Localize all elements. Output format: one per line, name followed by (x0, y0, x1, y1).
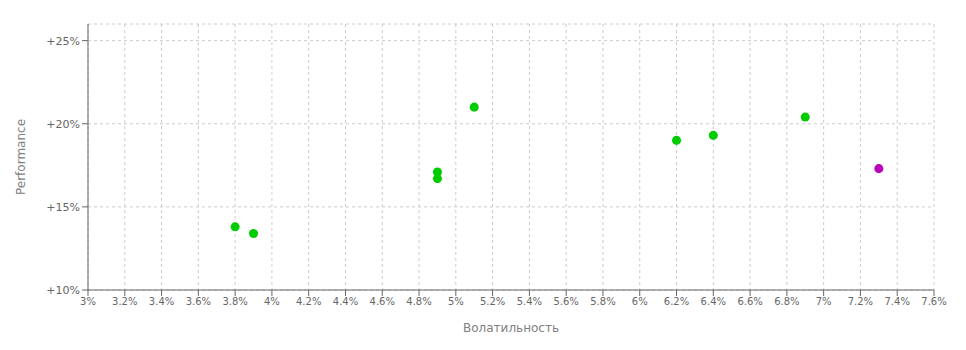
svg-text:5.2%: 5.2% (480, 296, 505, 307)
svg-text:7.4%: 7.4% (885, 296, 910, 307)
svg-text:6.2%: 6.2% (664, 296, 689, 307)
svg-text:4.8%: 4.8% (406, 296, 431, 307)
svg-text:3.6%: 3.6% (186, 296, 211, 307)
svg-text:4.6%: 4.6% (370, 296, 395, 307)
svg-text:+25%: +25% (46, 35, 80, 48)
svg-text:3.8%: 3.8% (222, 296, 247, 307)
svg-text:+15%: +15% (46, 201, 80, 214)
svg-text:7.6%: 7.6% (921, 296, 946, 307)
svg-text:5.4%: 5.4% (517, 296, 542, 307)
svg-text:+20%: +20% (46, 118, 80, 131)
svg-text:6.8%: 6.8% (774, 296, 799, 307)
svg-text:3.2%: 3.2% (112, 296, 137, 307)
svg-text:7%: 7% (816, 296, 832, 307)
svg-text:5.6%: 5.6% (553, 296, 578, 307)
svg-text:7.2%: 7.2% (848, 296, 873, 307)
svg-text:5.8%: 5.8% (590, 296, 615, 307)
svg-text:4.2%: 4.2% (296, 296, 321, 307)
svg-text:6.4%: 6.4% (701, 296, 726, 307)
svg-text:Performance: Performance (14, 119, 28, 195)
svg-text:6%: 6% (632, 296, 648, 307)
svg-text:3.4%: 3.4% (149, 296, 174, 307)
svg-text:4%: 4% (264, 296, 280, 307)
svg-text:+10%: +10% (46, 284, 80, 297)
svg-text:3%: 3% (80, 296, 96, 307)
svg-text:Волатильность: Волатильность (463, 321, 559, 335)
svg-text:6.6%: 6.6% (737, 296, 762, 307)
svg-text:4.4%: 4.4% (333, 296, 358, 307)
svg-text:5%: 5% (448, 296, 464, 307)
